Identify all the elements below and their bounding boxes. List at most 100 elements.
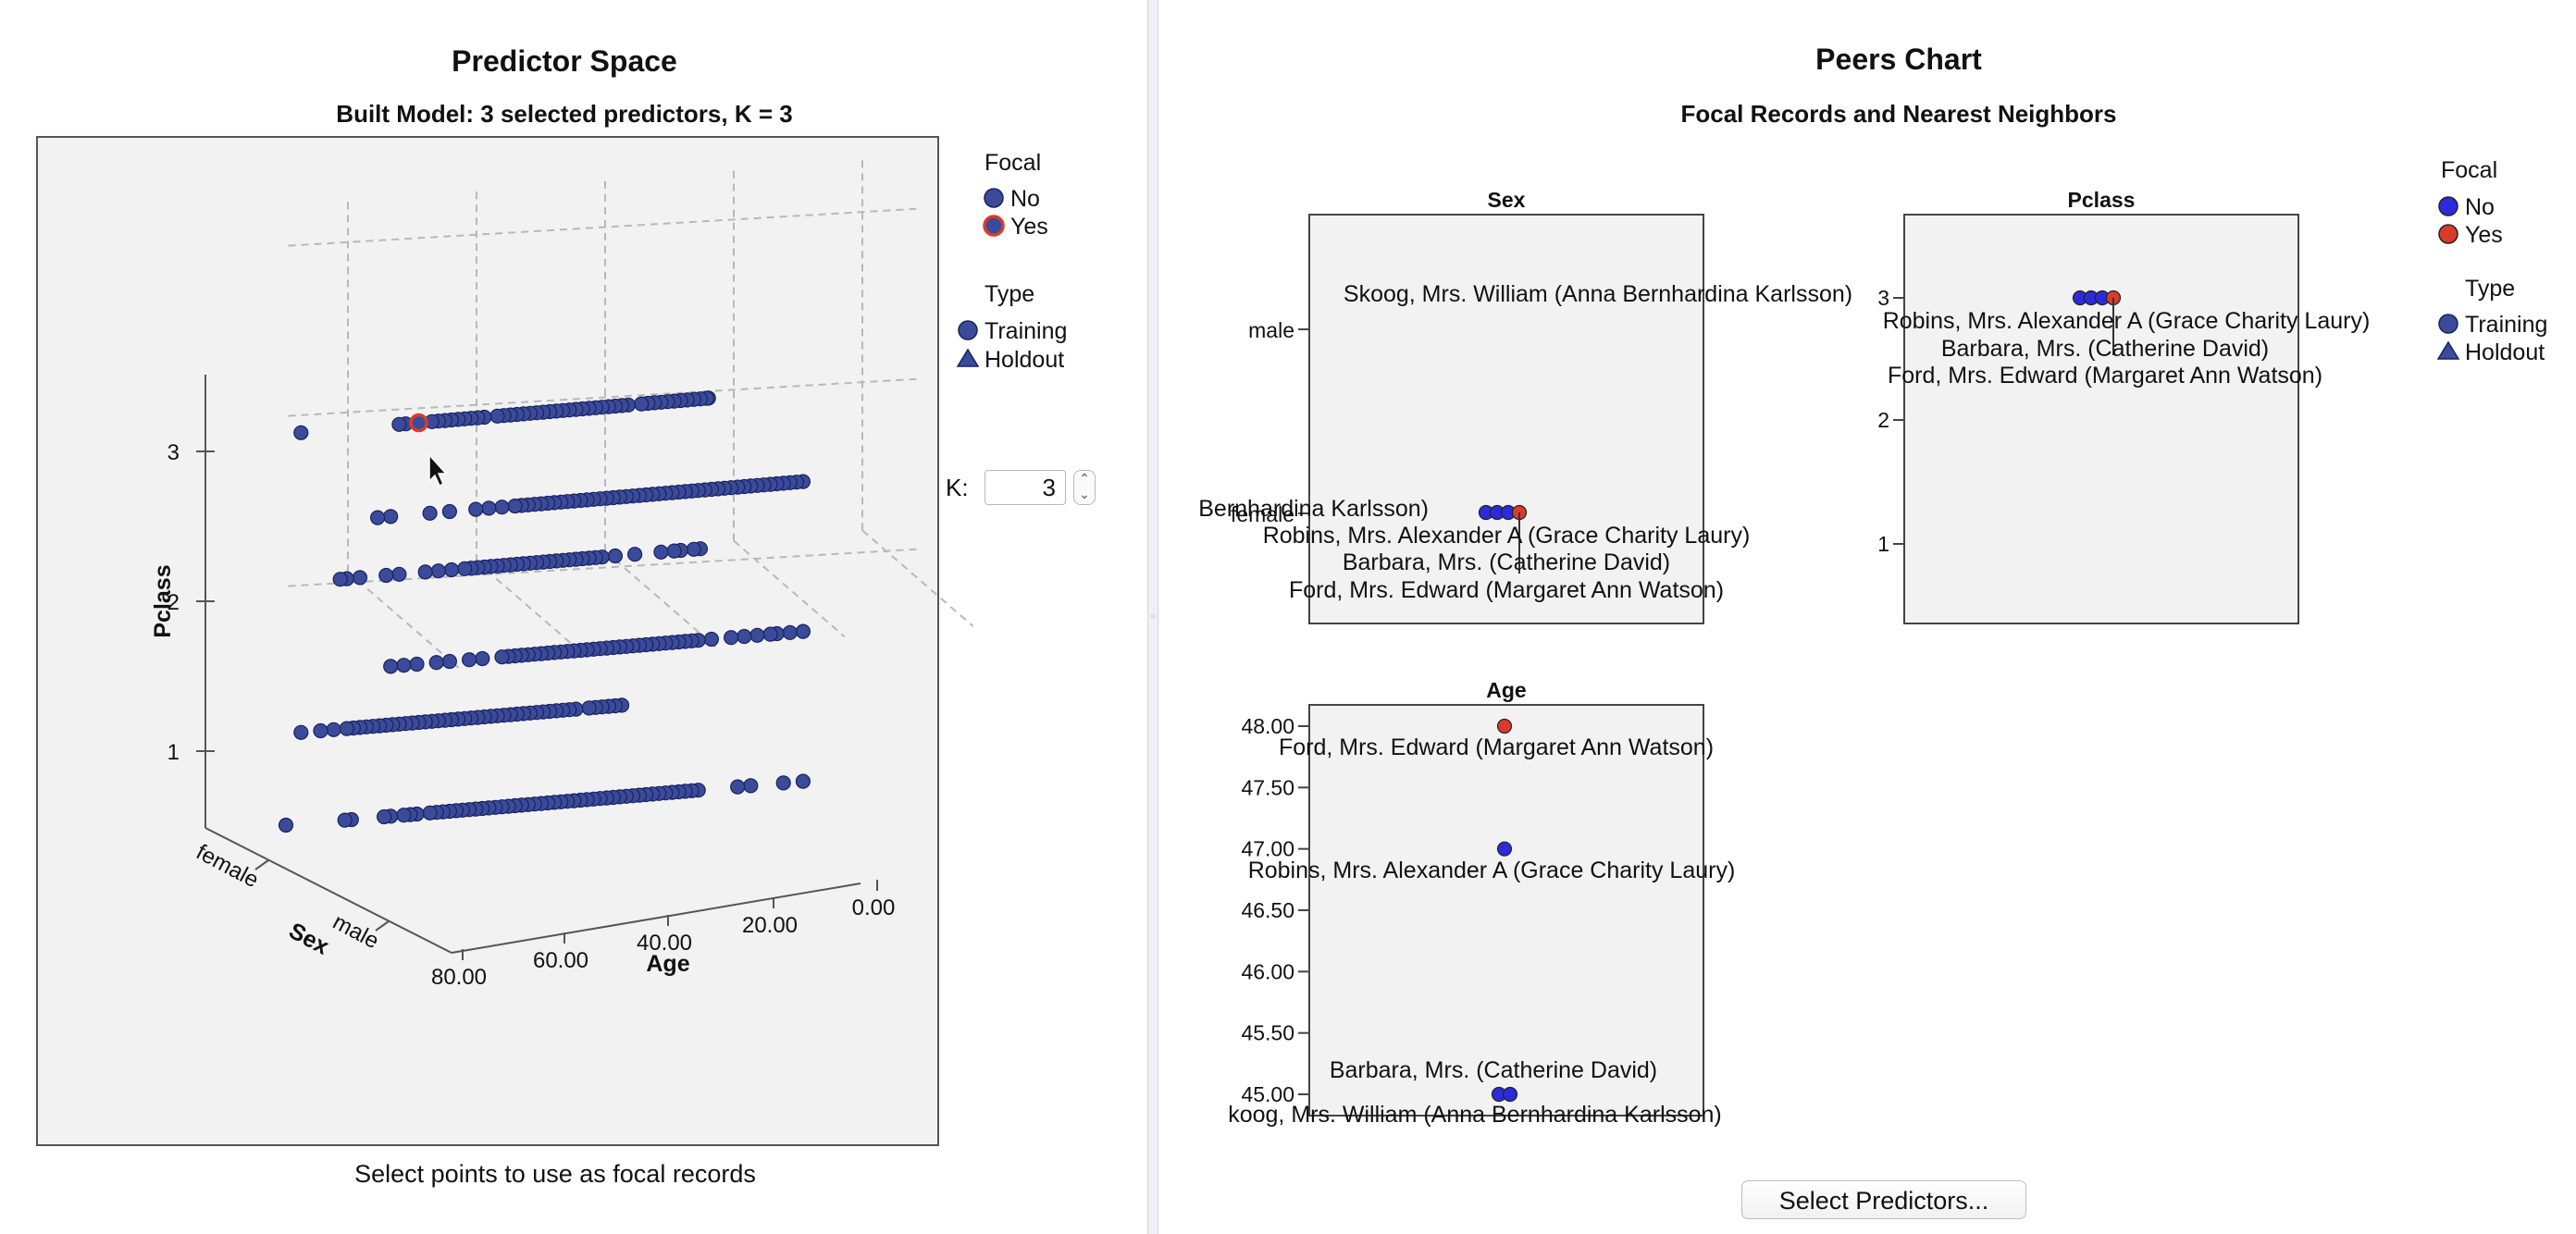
age-point-label: koog, Mrs. William (Anna Bernhardina Kar… bbox=[1228, 1102, 1722, 1128]
data-point-male-2[interactable] bbox=[749, 627, 765, 643]
data-point-male-1[interactable] bbox=[730, 779, 746, 795]
legend-focal-no-label: No bbox=[2465, 194, 2495, 220]
data-point-male-2[interactable] bbox=[723, 630, 739, 646]
age-point[interactable] bbox=[1496, 718, 1513, 734]
data-point-female-2[interactable] bbox=[378, 567, 394, 584]
data-point-female-3[interactable] bbox=[391, 416, 407, 432]
data-point-male-2[interactable] bbox=[462, 652, 477, 668]
legend-focal-yes-label: Yes bbox=[2465, 222, 2503, 248]
data-point-female-2[interactable] bbox=[332, 572, 348, 587]
legend-type-training-marker bbox=[958, 320, 978, 340]
data-point-female-3[interactable] bbox=[489, 408, 505, 424]
legend-focal-yes-label: Yes bbox=[1010, 214, 1048, 240]
predictor-space-title: Predictor Space bbox=[452, 44, 677, 78]
data-points[interactable] bbox=[278, 390, 811, 833]
data-point-male-3[interactable] bbox=[441, 503, 457, 520]
age-tick-label: 0.00 bbox=[852, 895, 896, 920]
data-point-female-2[interactable] bbox=[607, 548, 624, 564]
data-point-female-2[interactable] bbox=[352, 570, 368, 586]
data-point-female-1[interactable] bbox=[313, 722, 328, 739]
age-tick-label: 47.50 bbox=[1241, 775, 1294, 799]
legend-type-training-label: Training bbox=[2465, 312, 2547, 338]
pclass-tick-label: 2 bbox=[1877, 408, 1889, 432]
data-point-female-2[interactable] bbox=[417, 564, 433, 580]
data-point-male-3[interactable] bbox=[370, 510, 386, 525]
data-point-male-1[interactable] bbox=[422, 805, 438, 821]
data-point-female-2[interactable] bbox=[666, 543, 682, 559]
legend-type-title: Type bbox=[985, 281, 1034, 307]
data-point-male-3[interactable] bbox=[494, 500, 510, 515]
data-point-male-2[interactable] bbox=[409, 656, 425, 673]
sex-panel-box bbox=[1308, 214, 1704, 624]
focal-point[interactable] bbox=[409, 413, 428, 433]
data-point-female-2[interactable] bbox=[686, 541, 701, 557]
data-point-female-2[interactable] bbox=[457, 561, 473, 576]
data-point-male-1[interactable] bbox=[743, 778, 759, 794]
age-axis-line bbox=[451, 882, 861, 954]
data-point-male-1[interactable] bbox=[775, 775, 791, 791]
k-stepper[interactable]: ⌃ ⌄ bbox=[1073, 470, 1096, 505]
age-point[interactable] bbox=[1496, 841, 1513, 857]
data-point-male-2[interactable] bbox=[441, 653, 457, 670]
legend-focal-title: Focal bbox=[985, 150, 1041, 176]
data-point-male-2[interactable] bbox=[795, 623, 811, 639]
data-point-male-3[interactable] bbox=[481, 500, 497, 516]
data-point-male-2[interactable] bbox=[428, 655, 444, 671]
data-point-male-2[interactable] bbox=[383, 659, 399, 674]
data-point-female-1[interactable] bbox=[339, 721, 354, 736]
data-point-male-1[interactable] bbox=[337, 812, 353, 828]
data-point-female-3[interactable] bbox=[634, 396, 650, 412]
sex-panel-title: Sex bbox=[1488, 188, 1526, 212]
data-point-male-1[interactable] bbox=[795, 773, 811, 789]
age-point-label: Robins, Mrs. Alexander A (Grace Charity … bbox=[1248, 858, 1736, 883]
data-point-male-2[interactable] bbox=[782, 624, 798, 640]
data-point-male-3[interactable] bbox=[507, 498, 523, 514]
select-predictors-button[interactable]: Select Predictors... bbox=[1741, 1180, 2026, 1219]
sex-point-label: Ford, Mrs. Edward (Margaret Ann Watson) bbox=[1289, 577, 1724, 603]
sex-tick bbox=[375, 920, 390, 932]
data-point-male-1[interactable] bbox=[396, 808, 412, 823]
data-point-male-3[interactable] bbox=[422, 505, 438, 521]
data-point-male-2[interactable] bbox=[475, 650, 490, 667]
k-input[interactable]: 3 bbox=[985, 470, 1066, 505]
predictor-space-chart[interactable]: 123PclassfemalemaleSex80.0060.0040.0020.… bbox=[0, 0, 1147, 1234]
sex-tick bbox=[254, 859, 269, 870]
data-point-male-2[interactable] bbox=[762, 626, 778, 642]
data-point-female-2[interactable] bbox=[443, 561, 460, 578]
data-point-female-3[interactable] bbox=[293, 425, 309, 440]
data-point-female-1[interactable] bbox=[293, 724, 309, 740]
data-point-male-1[interactable] bbox=[377, 808, 392, 825]
age-tick-label: 20.00 bbox=[742, 913, 798, 938]
pclass-tick-label: 2 bbox=[167, 590, 180, 615]
chevron-down-icon[interactable]: ⌄ bbox=[1079, 487, 1090, 501]
grid-line-pclass bbox=[288, 207, 923, 247]
age-tick-label: 60.00 bbox=[533, 948, 588, 973]
legend-focal-no-marker bbox=[984, 188, 1004, 208]
data-point-male-2[interactable] bbox=[703, 631, 720, 648]
age-point-label: Barbara, Mrs. (Catherine David) bbox=[1330, 1057, 1657, 1083]
chevron-up-icon[interactable]: ⌃ bbox=[1079, 471, 1090, 486]
data-point-male-1[interactable] bbox=[278, 817, 294, 833]
data-point-male-2[interactable] bbox=[396, 658, 412, 673]
legend-focal-no-marker bbox=[2438, 196, 2458, 216]
predictor-space-panel: Predictor Space Built Model: 3 selected … bbox=[0, 0, 1147, 1234]
sex-point-label: Bernhardina Karlsson) bbox=[1198, 496, 1429, 522]
splitter-handle[interactable]: ○ bbox=[1147, 0, 1158, 1234]
legend-type-holdout-label: Holdout bbox=[985, 347, 1064, 373]
data-point-male-2[interactable] bbox=[494, 649, 510, 665]
age-point[interactable] bbox=[1502, 1086, 1518, 1103]
data-point-female-1[interactable] bbox=[326, 722, 341, 737]
age-panel-title: Age bbox=[1486, 678, 1526, 702]
data-point-female-2[interactable] bbox=[391, 566, 407, 582]
data-point-female-2[interactable] bbox=[653, 544, 669, 560]
pclass-point-label: Robins, Mrs. Alexander A (Grace Charity … bbox=[1883, 308, 2371, 334]
data-point-female-2[interactable] bbox=[626, 547, 643, 562]
data-point-male-3[interactable] bbox=[468, 501, 484, 517]
data-point-male-3[interactable] bbox=[383, 509, 399, 524]
data-point-female-1[interactable] bbox=[581, 700, 597, 716]
grid-line-pclass bbox=[288, 548, 923, 587]
data-point-male-2[interactable] bbox=[737, 628, 752, 645]
peers-chart[interactable]: Sex male female Skoog, Mrs. William (Anna B… bbox=[1158, 0, 2576, 1234]
data-point-female-2[interactable] bbox=[430, 563, 446, 579]
pclass-tick-label: 1 bbox=[167, 740, 180, 765]
